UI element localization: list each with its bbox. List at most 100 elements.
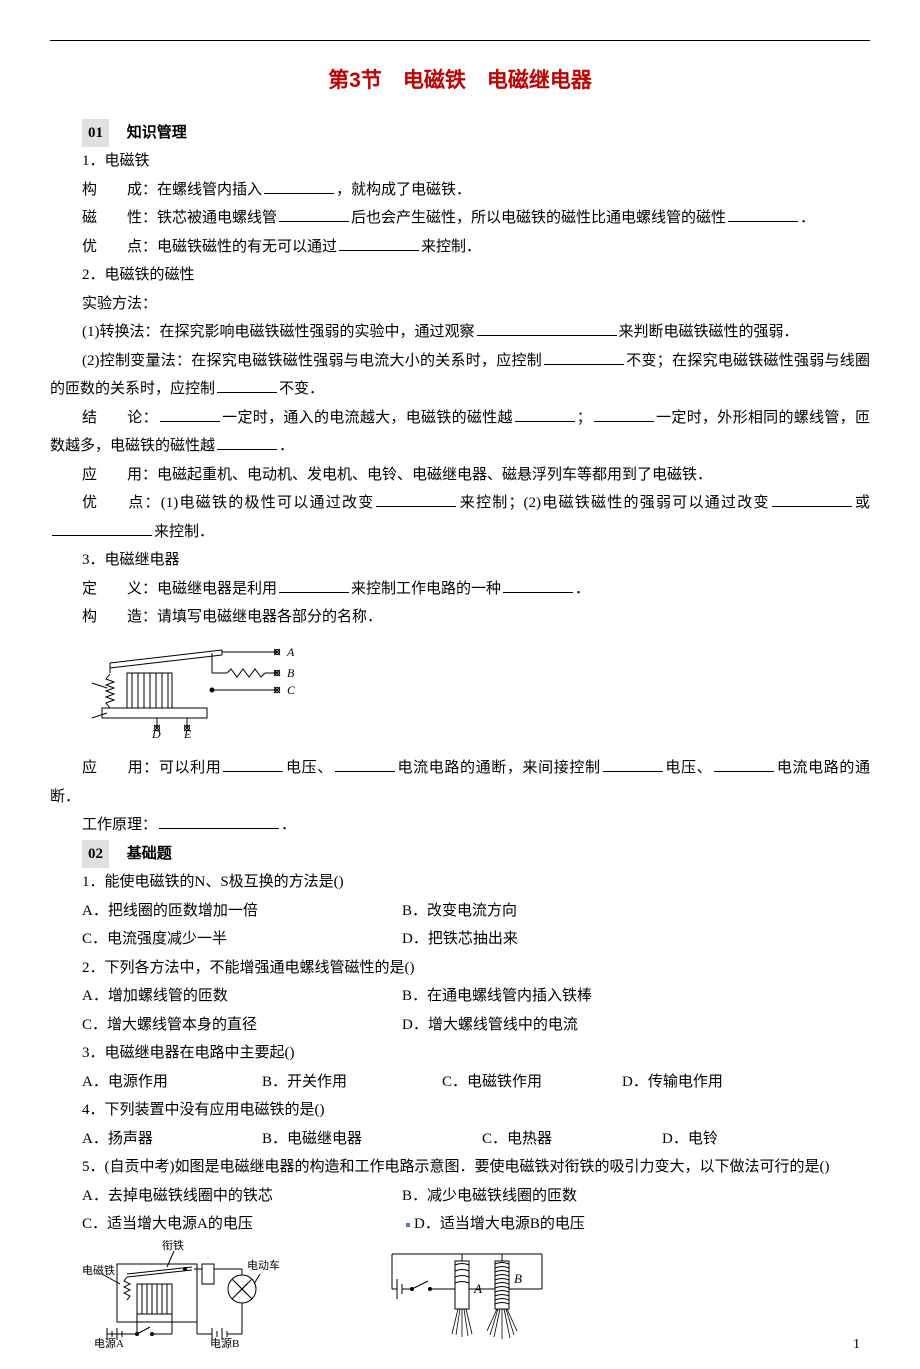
q1-stem: 1．能使电磁铁的N、S极互换的方法是() — [50, 868, 870, 897]
q1-D[interactable]: D．把铁芯抽出来 — [402, 925, 518, 954]
q5-diagram-right: A B — [382, 1239, 562, 1349]
blank[interactable] — [544, 350, 624, 365]
q5-B[interactable]: B．减少电磁铁线圈的匝数 — [402, 1182, 577, 1211]
q3-stem: 3．电磁继电器在电路中主要起() — [50, 1039, 870, 1068]
blank[interactable] — [335, 757, 395, 772]
relay-diagram: A B C D E — [50, 638, 870, 749]
q5-D[interactable]: D．适当增大电源B的电压 — [402, 1210, 585, 1239]
q4-C[interactable]: C．电热器 — [482, 1125, 662, 1154]
q3-A[interactable]: A．电源作用 — [82, 1068, 262, 1097]
section-02-label: 基础题 — [127, 846, 172, 862]
label-A: A — [286, 645, 295, 659]
section-01-num: 01 — [82, 119, 109, 148]
label-E: E — [183, 727, 192, 738]
s2-method: 实验方法： — [50, 290, 870, 319]
blank[interactable] — [772, 492, 852, 507]
q2-options: A．增加螺线管的匝数 B．在通电螺线管内插入铁棒 C．增大螺线管本身的直径 D．… — [50, 982, 870, 1039]
blank[interactable] — [217, 378, 277, 393]
q5-diagram-left: 电磁铁 衔铁 电动车 电源A 电源B — [82, 1239, 282, 1349]
q5-arm-label: 衔铁 — [162, 1239, 184, 1252]
page-number: 1 — [853, 1332, 860, 1359]
q5-options: A．去掉电磁铁线圈中的铁芯 B．减少电磁铁线圈的匝数 C．适当增大电源A的电压 … — [50, 1182, 870, 1239]
q2-A[interactable]: A．增加螺线管的匝数 — [82, 982, 402, 1011]
label-D: D — [151, 727, 161, 738]
s1-head: 1．电磁铁 — [50, 147, 870, 176]
s3-u1a: 应 — [82, 760, 128, 776]
q3-D[interactable]: D．传输电作用 — [622, 1068, 802, 1097]
q5-psA-label: 电源A — [94, 1336, 124, 1349]
label-C: C — [287, 683, 296, 697]
blank[interactable] — [728, 207, 798, 222]
q2-stem: 2．下列各方法中，不能增强通电螺线管磁性的是() — [50, 954, 870, 983]
q2-D[interactable]: D．增大螺线管线中的电流 — [402, 1011, 578, 1040]
dot-icon — [406, 1223, 410, 1227]
s1-l1: 构成：在螺线管内插入，就构成了电磁铁． — [50, 176, 870, 205]
s3-p1: 工作原理：． — [50, 811, 870, 840]
s1-l2a: 磁 — [82, 210, 127, 226]
q5r-B: B — [514, 1271, 522, 1286]
blank[interactable] — [503, 578, 573, 593]
s2-head: 2．电磁铁的磁性 — [50, 261, 870, 290]
q5r-A: A — [473, 1281, 482, 1296]
s2-use-a: 应 — [82, 467, 127, 483]
s3-d1a: 定 — [82, 581, 127, 597]
blank[interactable] — [339, 236, 419, 251]
s2-m2: (2)控制变量法：在探究电磁铁磁性强弱与电流大小的关系时，应控制不变；在探究电磁… — [50, 347, 870, 404]
s3-d1: 定义：电磁继电器是利用来控制工作电路的一种． — [50, 575, 870, 604]
s2-adv-a: 优 — [82, 495, 128, 511]
q3-options: A．电源作用 B．开关作用 C．电磁铁作用 D．传输电作用 — [50, 1068, 870, 1097]
q3-C[interactable]: C．电磁铁作用 — [442, 1068, 622, 1097]
s3-g1: 构造：请填写电磁继电器各部分的名称． — [50, 603, 870, 632]
q3-B[interactable]: B．开关作用 — [262, 1068, 442, 1097]
q5-psB-label: 电源B — [210, 1336, 239, 1349]
q1-B[interactable]: B．改变电流方向 — [402, 897, 517, 926]
blank[interactable] — [477, 321, 617, 336]
q5-motor-label: 电动车 — [247, 1258, 280, 1272]
blank[interactable] — [223, 757, 283, 772]
blank[interactable] — [714, 757, 774, 772]
q5-A[interactable]: A．去掉电磁铁线圈中的铁芯 — [82, 1182, 402, 1211]
blank[interactable] — [160, 407, 220, 422]
label-B: B — [287, 666, 295, 680]
s1-l1a: 构 — [82, 182, 127, 198]
q4-options: A．扬声器 B．电磁继电器 C．电热器 D．电铃 — [50, 1125, 870, 1154]
section-02-head: 02 基础题 — [50, 840, 870, 869]
page-title: 第3节 电磁铁 电磁继电器 — [50, 61, 870, 101]
q1-options: A．把线圈的匝数增加一倍 B．改变电流方向 C．电流强度减少一半 D．把铁芯抽出… — [50, 897, 870, 954]
blank[interactable] — [159, 814, 279, 829]
s1-l3a: 优 — [82, 239, 127, 255]
q1-A[interactable]: A．把线圈的匝数增加一倍 — [82, 897, 402, 926]
q4-stem: 4．下列装置中没有应用电磁铁的是() — [50, 1096, 870, 1125]
blank[interactable] — [264, 179, 334, 194]
q5-em-label: 电磁铁 — [82, 1264, 115, 1277]
blank[interactable] — [376, 492, 456, 507]
blank[interactable] — [217, 435, 277, 450]
blank[interactable] — [594, 407, 654, 422]
section-02-num: 02 — [82, 840, 109, 869]
blank[interactable] — [52, 521, 152, 536]
s3-u1: 应用：可以利用电压、电流电路的通断，来间接控制电压、电流电路的通断． — [50, 754, 870, 811]
s2-m1: (1)转换法：在探究影响电磁铁磁性强弱的实验中，通过观察来判断电磁铁磁性的强弱． — [50, 318, 870, 347]
q5-diagrams: 电磁铁 衔铁 电动车 电源A 电源B — [50, 1239, 870, 1349]
q4-B[interactable]: B．电磁继电器 — [262, 1125, 482, 1154]
top-rule — [50, 40, 870, 41]
s2-c1: 结论：一定时，通入的电流越大，电磁铁的磁性越；一定时，外形相同的螺线管，匝数越多… — [50, 404, 870, 461]
blank[interactable] — [279, 207, 349, 222]
blank[interactable] — [515, 407, 575, 422]
s3-g1a: 构 — [82, 609, 127, 625]
s2-c1a: 结 — [82, 410, 127, 426]
s1-l3: 优点：电磁铁磁性的有无可以通过来控制． — [50, 233, 870, 262]
q2-C[interactable]: C．增大螺线管本身的直径 — [82, 1011, 402, 1040]
blank[interactable] — [603, 757, 663, 772]
s3-head: 3．电磁继电器 — [50, 546, 870, 575]
s2-adv: 优点：(1)电磁铁的极性可以通过改变来控制；(2)电磁铁磁性的强弱可以通过改变或… — [50, 489, 870, 546]
q4-D[interactable]: D．电铃 — [662, 1125, 842, 1154]
q5-stem: 5．(自贡中考)如图是电磁继电器的构造和工作电路示意图．要使电磁铁对衔铁的吸引力… — [50, 1153, 870, 1182]
q5-C[interactable]: C．适当增大电源A的电压 — [82, 1210, 402, 1239]
q4-A[interactable]: A．扬声器 — [82, 1125, 262, 1154]
section-01-label: 知识管理 — [127, 125, 187, 141]
q2-B[interactable]: B．在通电螺线管内插入铁棒 — [402, 982, 592, 1011]
blank[interactable] — [279, 578, 349, 593]
section-01-head: 01 知识管理 — [50, 119, 870, 148]
q1-C[interactable]: C．电流强度减少一半 — [82, 925, 402, 954]
